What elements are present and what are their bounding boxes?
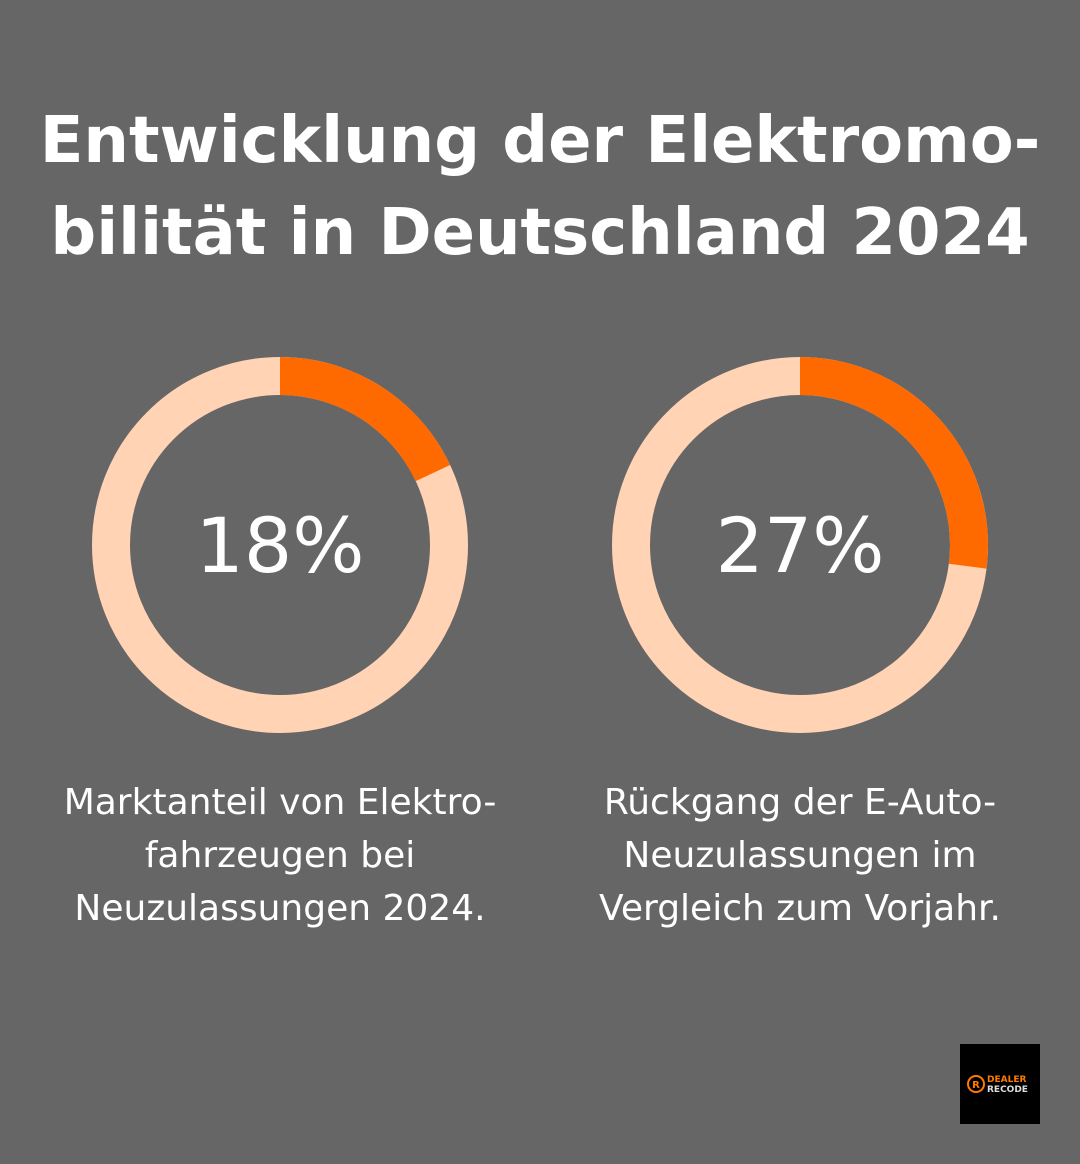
logo-mark-icon: R DEALER RECODE [967, 1075, 1028, 1095]
title-line-2: bilität in Deutschland 2024 [50, 196, 1030, 270]
svg-text:R: R [972, 1080, 980, 1091]
donut-segment-value [799, 357, 988, 569]
caption-market-share: Marktanteil von Elektro- fahrzeugen bei … [20, 776, 540, 935]
donut-segment-value [279, 357, 451, 482]
caption-line: Vergleich zum Vorjahr. [599, 888, 1001, 929]
caption-line: fahrzeugen bei [144, 835, 416, 876]
title-line-1: Entwicklung der Elektromo- [39, 104, 1041, 178]
caption-line: Neuzulassungen im [623, 835, 977, 876]
donut-value-label: 27% [716, 501, 885, 590]
donut-value-label: 18% [196, 501, 365, 590]
logo-text-2: RECODE [987, 1085, 1028, 1095]
caption-line: Neuzulassungen 2024. [74, 888, 486, 929]
dealer-recode-logo: R DEALER RECODE [960, 1044, 1040, 1124]
caption-line: Marktanteil von Elektro- [63, 782, 497, 823]
logo-text-1: DEALER [987, 1075, 1026, 1085]
donut-chart-decline: 27% [612, 357, 988, 733]
page-title: Entwicklung der Elektromo- bilität in De… [0, 95, 1080, 279]
caption-decline: Rückgang der E-Auto- Neuzulassungen im V… [540, 776, 1060, 935]
donut-chart-market-share: 18% [92, 357, 468, 733]
caption-line: Rückgang der E-Auto- [603, 782, 997, 823]
